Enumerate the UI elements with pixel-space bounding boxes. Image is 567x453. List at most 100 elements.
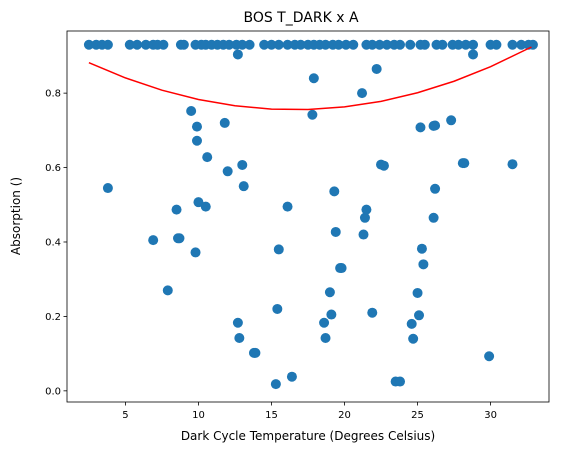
data-point [459,158,470,169]
data-point [307,109,318,120]
data-point [237,159,248,170]
data-point [336,263,347,274]
data-point [330,226,341,237]
data-point [395,376,406,387]
data-point [412,287,423,298]
data-point [414,310,425,321]
data-point [266,39,277,50]
data-point [415,122,426,133]
data-point [202,152,213,163]
data-point [308,73,319,84]
y-axis-ticks: 0.0 0.2 0.4 0.6 0.8 [45,89,67,397]
y-tick-label: 0.4 [45,237,61,248]
data-point [418,259,429,270]
x-axis-label: Dark Cycle Temperature (Degrees Celsius) [181,429,435,443]
data-point [416,243,427,254]
data-point [329,186,340,197]
data-point [446,115,457,126]
data-point [324,287,335,298]
data-point [124,39,135,50]
data-point [132,39,143,50]
data-point [140,39,151,50]
data-point [484,351,495,362]
data-point [507,159,518,170]
data-point [468,39,479,50]
data-point [219,117,230,128]
data-point [270,379,281,390]
data-point [367,307,378,318]
data-point [319,317,330,328]
data-point [333,39,344,50]
data-point [381,39,392,50]
data-point [174,233,185,244]
y-tick-label: 0.8 [45,89,61,100]
data-point [178,39,189,50]
data-point [405,39,416,50]
data-point [408,333,419,344]
data-point [273,244,284,255]
data-point [430,120,441,131]
data-point [282,39,293,50]
data-point [430,183,441,194]
x-tick-label: 10 [192,410,205,421]
data-point [282,201,293,212]
data-point [232,49,243,60]
data-point [460,39,471,50]
data-point [237,39,248,50]
data-point [222,166,233,177]
data-point [320,333,331,343]
x-tick-label: 30 [484,410,497,421]
data-point [491,39,502,50]
data-point [516,39,527,50]
y-tick-label: 0.0 [45,386,61,397]
data-point [273,39,284,50]
data-point [191,121,202,132]
data-point [286,371,297,382]
data-point [348,39,359,50]
data-point [259,39,270,50]
plot-area [83,39,538,390]
axes-frame [66,30,550,403]
data-point [367,39,378,50]
data-point [148,235,159,246]
data-point [358,229,369,240]
data-point [102,39,113,50]
chart-title: BOS T_DARK x A [243,10,358,26]
data-point [238,181,249,192]
y-tick-label: 0.6 [45,163,61,174]
data-point [406,318,417,329]
data-point [295,39,306,50]
data-point [419,39,430,50]
data-point [361,204,372,215]
y-axis-label: Absorption () [9,177,23,255]
data-point [250,347,261,358]
data-point [507,39,518,50]
x-tick-label: 5 [122,410,128,421]
data-point [158,39,169,50]
data-point [162,285,173,296]
data-point [171,204,182,215]
data-point [272,303,283,314]
data-point [453,39,464,50]
data-point [468,49,479,60]
data-point [428,212,439,223]
data-point [102,183,113,194]
fit-curve [88,46,532,111]
data-point [371,63,382,74]
data-point [374,39,385,50]
data-point [191,135,202,146]
data-point [83,39,94,50]
data-point [359,212,370,223]
data-point [357,88,368,99]
x-tick-label: 20 [338,410,351,421]
y-tick-label: 0.2 [45,312,61,323]
data-point [340,39,351,50]
data-point [234,333,245,343]
data-point [190,247,201,258]
data-point [326,309,337,320]
x-tick-label: 15 [265,410,278,421]
data-point [232,317,243,328]
data-point [437,39,448,50]
